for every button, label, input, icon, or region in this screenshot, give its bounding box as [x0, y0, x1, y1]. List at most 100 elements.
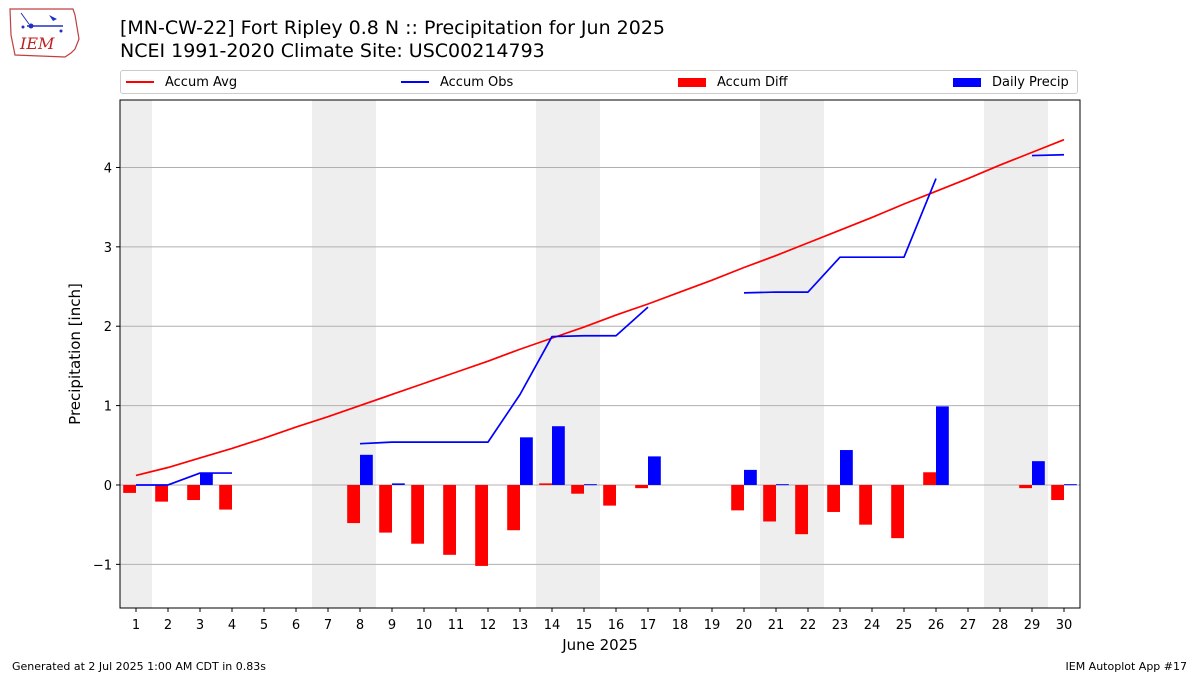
bar-accum-diff-26: [923, 472, 936, 485]
bar-accum-diff-2: [155, 484, 168, 502]
bar-daily-precip-13: [520, 437, 533, 485]
weekend-shade-5: [984, 100, 1048, 608]
legend-label-accum-diff: Accum Diff: [717, 74, 788, 90]
legend-swatch-accum-avg: [126, 81, 154, 83]
xtick-label-20: 20: [736, 618, 753, 633]
ytick-label-2: 2: [104, 320, 112, 335]
xtick-label-1: 1: [132, 618, 140, 633]
bar-daily-precip-23: [840, 450, 853, 485]
footer-generated: Generated at 2 Jul 2025 1:00 AM CDT in 0…: [12, 660, 266, 673]
line-accum-obs-segment-4: [1031, 153, 1065, 157]
weekend-shade-1: [120, 100, 152, 608]
xtick-label-15: 15: [576, 618, 593, 633]
bar-accum-diff-3: [187, 484, 200, 501]
ytick-label-0: 0: [104, 479, 112, 494]
bar-accum-diff-1: [123, 484, 136, 493]
xtick-label-25: 25: [896, 618, 913, 633]
bar-daily-precip-26: [936, 406, 949, 485]
bar-accum-diff-9: [379, 484, 392, 533]
xtick-label-3: 3: [196, 618, 204, 633]
chart-subtitle: NCEI 1991-2020 Climate Site: USC00214793: [120, 40, 545, 62]
xtick-label-12: 12: [480, 618, 497, 633]
legend-item-accum-avg: Accum Avg: [126, 71, 237, 93]
bar-accum-diff-22: [795, 484, 808, 535]
bar-daily-precip-29: [1032, 461, 1045, 485]
legend-swatch-accum-diff: [678, 77, 706, 87]
xtick-label-8: 8: [356, 618, 364, 633]
bar-daily-precip-9: [392, 483, 405, 485]
bar-accum-diff-20: [731, 484, 744, 511]
bar-daily-precip-30: [1064, 484, 1077, 486]
xtick-label-26: 26: [928, 618, 945, 633]
xtick-label-28: 28: [992, 618, 1009, 633]
bar-accum-diff-13: [507, 484, 520, 531]
xtick-label-9: 9: [388, 618, 396, 633]
xtick-label-7: 7: [324, 618, 332, 633]
xtick-label-14: 14: [544, 618, 561, 633]
iem-logo: IEM: [9, 8, 80, 58]
legend-label-accum-obs: Accum Obs: [440, 74, 514, 90]
bar-accum-diff-10: [411, 484, 424, 544]
bar-accum-diff-11: [443, 484, 456, 555]
bar-accum-diff-21: [763, 484, 776, 522]
bar-daily-precip-21: [776, 484, 789, 486]
xtick-label-23: 23: [832, 618, 849, 633]
plot-frame: [119, 99, 1081, 609]
x-axis-label: June 2025: [561, 636, 638, 654]
ytick-label-3: 3: [104, 241, 112, 256]
y-axis-label: Precipitation [inch]: [66, 283, 84, 425]
bar-accum-diff-29: [1019, 484, 1032, 489]
legend-item-accum-obs: Accum Obs: [401, 71, 513, 93]
bar-daily-precip-17: [648, 456, 661, 485]
bar-accum-diff-17: [635, 484, 648, 489]
ytick-label--1: −1: [93, 558, 112, 573]
bar-accum-diff-14: [539, 483, 552, 485]
weekend-shade-3: [536, 100, 600, 608]
bar-daily-precip-3: [200, 473, 213, 485]
xtick-label-19: 19: [704, 618, 721, 633]
bar-daily-precip-15: [584, 484, 597, 486]
bar-accum-diff-24: [859, 484, 872, 525]
bar-accum-diff-15: [571, 484, 584, 494]
xtick-label-30: 30: [1056, 618, 1073, 633]
legend-swatch-accum-obs: [401, 81, 429, 83]
xtick-label-6: 6: [292, 618, 300, 633]
xtick-label-29: 29: [1024, 618, 1041, 633]
legend-swatch-daily-precip: [953, 77, 981, 87]
xtick-label-11: 11: [448, 618, 465, 633]
footer-app-id: IEM Autoplot App #17: [1065, 660, 1188, 673]
xtick-label-21: 21: [768, 618, 785, 633]
xtick-label-10: 10: [416, 618, 433, 633]
bar-accum-diff-23: [827, 484, 840, 512]
legend-label-daily-precip: Daily Precip: [992, 74, 1069, 90]
chart-title: [MN-CW-22] Fort Ripley 0.8 N :: Precipit…: [120, 17, 666, 39]
xtick-label-24: 24: [864, 618, 881, 633]
bar-accum-diff-16: [603, 484, 616, 506]
bar-accum-diff-25: [891, 484, 904, 539]
line-accum-obs-segment-1: [136, 472, 232, 486]
ytick-label-4: 4: [104, 161, 112, 176]
bar-accum-diff-30: [1051, 484, 1064, 501]
legend-item-accum-diff: Accum Diff: [678, 71, 788, 93]
ytick-label-1: 1: [104, 400, 112, 415]
line-accum-avg-segment-1: [135, 138, 1065, 477]
bar-accum-diff-8: [347, 484, 360, 524]
xtick-label-22: 22: [800, 618, 817, 633]
xtick-label-17: 17: [640, 618, 657, 633]
weekend-shade-4: [760, 100, 824, 608]
bar-daily-precip-8: [360, 454, 373, 485]
xtick-label-5: 5: [260, 618, 268, 633]
bar-daily-precip-20: [744, 469, 757, 485]
bar-accum-diff-12: [475, 484, 488, 566]
logo-text: IEM: [19, 34, 55, 53]
xtick-label-18: 18: [672, 618, 689, 633]
legend-label-accum-avg: Accum Avg: [165, 74, 238, 90]
line-accum-obs-segment-2: [359, 306, 649, 445]
xtick-label-4: 4: [228, 618, 236, 633]
bar-accum-diff-4: [219, 484, 232, 510]
chart-legend: Accum Avg Accum Obs Accum Diff Daily Pre…: [120, 70, 1078, 94]
line-accum-obs-segment-3: [743, 178, 937, 294]
xtick-label-13: 13: [512, 618, 529, 633]
xtick-label-27: 27: [960, 618, 977, 633]
